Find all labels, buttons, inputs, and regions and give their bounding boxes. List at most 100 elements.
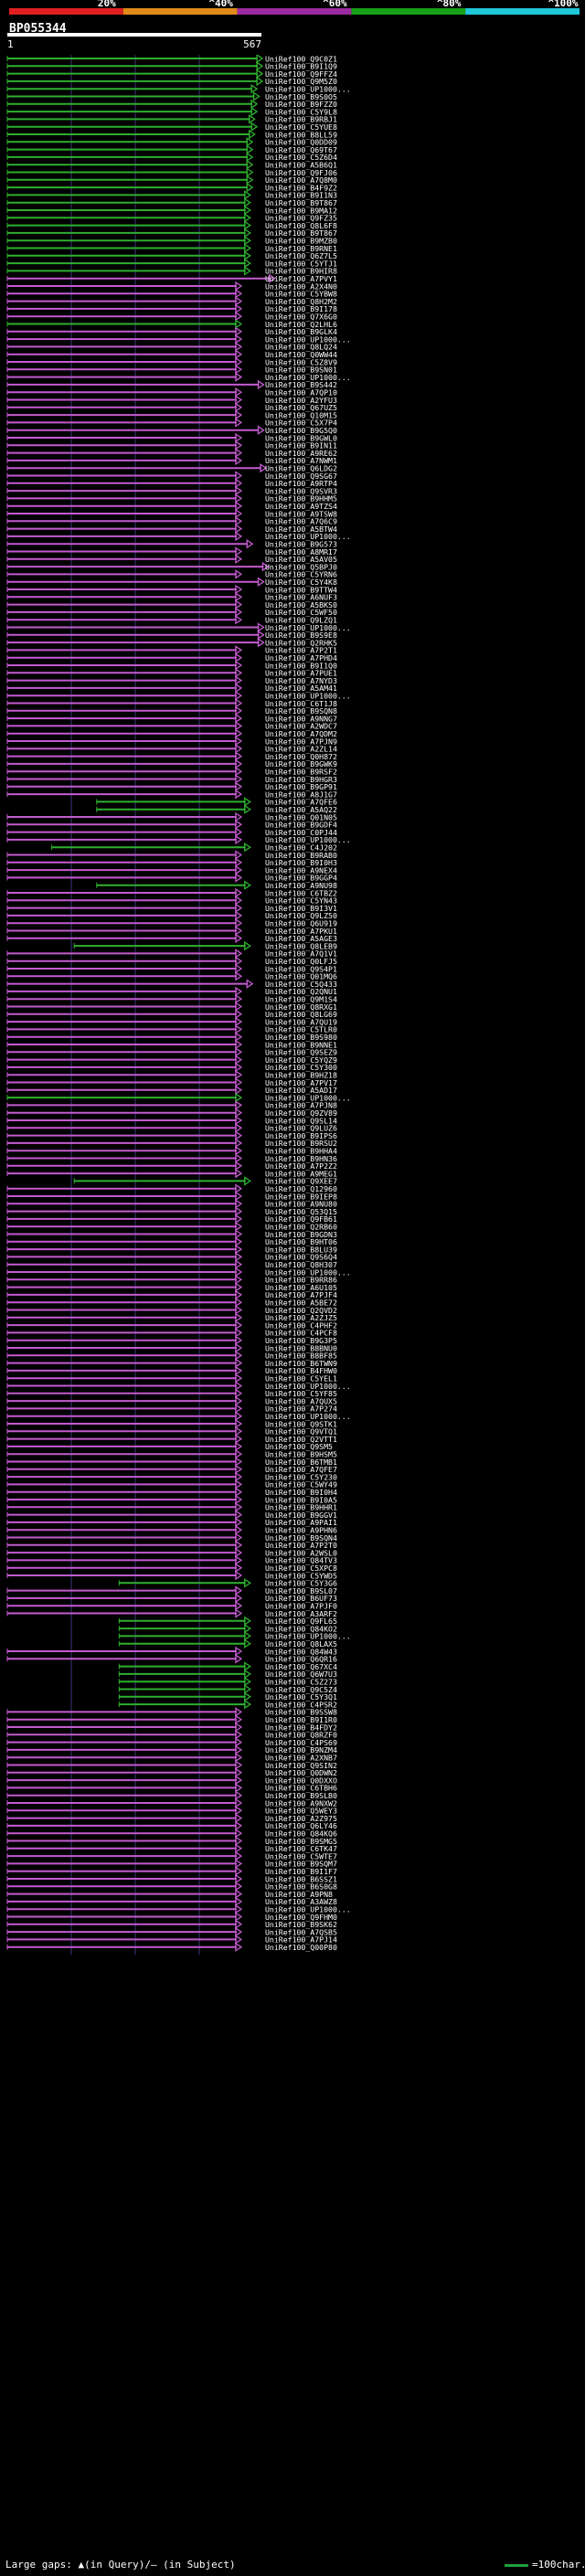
hit-row[interactable]: UniRef100_C5Y9L8 [6, 106, 337, 116]
hit-row[interactable]: UniRef100_Q5WEY3 [6, 1806, 337, 1816]
hit-row[interactable]: UniRef100_B9G3P5 [6, 1335, 337, 1345]
hit-row[interactable]: UniRef100_Q00P80 [6, 1942, 337, 1952]
hit-row[interactable]: UniRef100_Q12960 [6, 1183, 337, 1193]
hit-row[interactable]: UniRef100_Q67XC4 [118, 1661, 337, 1671]
hit-row[interactable]: UniRef100_Q9FL65 [118, 1616, 337, 1626]
hit-row[interactable]: UniRef100_Q69T67 [6, 144, 337, 154]
hit-row[interactable]: UniRef100_B9RNE1 [6, 243, 337, 253]
hit-row[interactable]: UniRef100_C5YF85 [6, 1388, 337, 1398]
hit-row[interactable]: UniRef100_UP1000... [118, 1631, 351, 1641]
hit-row[interactable]: UniRef100_Q84TV3 [6, 1555, 337, 1565]
hit-row[interactable]: UniRef100_Q9FZ35 [6, 213, 337, 223]
hit-row[interactable]: UniRef100_Q2RB60 [6, 1221, 337, 1232]
hit-row[interactable]: UniRef100_Q9S4P1 [6, 963, 337, 973]
hit-row[interactable]: UniRef100_B9GWL0 [6, 432, 337, 442]
hit-row[interactable]: UniRef100_Q8LAX5 [118, 1638, 337, 1648]
hit-row[interactable]: UniRef100_B9GWK9 [6, 758, 337, 769]
hit-row[interactable]: UniRef100_UP1000... [6, 372, 351, 382]
hit-row[interactable]: UniRef100_Q9LZQ1 [6, 614, 337, 625]
hit-row[interactable]: UniRef100_A7Q8M0 [6, 175, 337, 185]
hit-row[interactable]: UniRef100_A7PJF0 [6, 1600, 337, 1611]
hit-row[interactable]: UniRef100_B9SQN4 [6, 1532, 337, 1542]
hit-row[interactable]: UniRef100_Q9SIN2 [6, 1760, 337, 1770]
hit-row[interactable]: UniRef100_B9S9E8 [6, 630, 337, 640]
hit-row[interactable]: UniRef100_B9IN11 [6, 440, 337, 451]
hit-row[interactable]: UniRef100_B9T867 [6, 228, 337, 238]
hit-row[interactable]: UniRef100_Q9VTQ1 [6, 1426, 337, 1436]
hit-row[interactable]: UniRef100_Q2LHL6 [6, 319, 337, 329]
hit-row[interactable]: UniRef100_A9NU98 [96, 880, 337, 890]
hit-row[interactable]: UniRef100_A7QU19 [6, 1016, 337, 1026]
hit-row[interactable]: UniRef100_C6TBH6 [6, 1783, 337, 1793]
hit-row[interactable]: UniRef100_A7NWM1 [6, 455, 337, 465]
hit-row[interactable]: UniRef100_C5Y300 [6, 1062, 337, 1072]
hit-row[interactable]: UniRef100_B9RR86 [6, 1275, 337, 1285]
hit-row[interactable]: UniRef100_A7P2T0 [6, 1540, 337, 1550]
hit-row[interactable]: UniRef100_C5YWD5 [6, 1570, 337, 1580]
hit-row[interactable]: UniRef100_Q0DWN2 [6, 1767, 337, 1777]
hit-row[interactable]: UniRef100_B8LU39 [6, 1244, 337, 1254]
hit-row[interactable]: UniRef100_A5BE72 [6, 1297, 337, 1308]
hit-row[interactable]: UniRef100_C6TBZ2 [6, 887, 337, 897]
hit-row[interactable]: UniRef100_C5WTE7 [6, 1850, 337, 1860]
hit-row[interactable]: UniRef100_B6TMB1 [6, 1457, 337, 1467]
hit-row[interactable]: UniRef100_Q0H872 [6, 751, 337, 761]
hit-row[interactable]: UniRef100_UP1000... [6, 83, 351, 94]
hit-row[interactable]: UniRef100_Q2VTT1 [6, 1434, 337, 1444]
hit-row[interactable]: UniRef100_B4FDY2 [6, 1722, 337, 1732]
hit-row[interactable]: UniRef100_Q9FB61 [6, 1214, 337, 1224]
hit-row[interactable]: UniRef100_B6UF73 [6, 1593, 337, 1603]
hit-row[interactable]: UniRef100_C4J202 [51, 842, 337, 853]
hit-row[interactable]: UniRef100_Q67UZ5 [6, 402, 337, 412]
hit-row[interactable]: UniRef100_C5YN43 [6, 896, 337, 906]
hit-row[interactable]: UniRef100_UP1000... [6, 690, 351, 701]
hit-row[interactable]: UniRef100_C5YBW8 [6, 289, 337, 299]
hit-row[interactable]: UniRef100_C5Y3G6 [118, 1578, 337, 1588]
hit-row[interactable]: UniRef100_B9GDN3 [6, 1229, 337, 1239]
hit-row[interactable]: UniRef100_A2YFU3 [6, 395, 337, 405]
hit-row[interactable]: UniRef100_B9GLK4 [6, 326, 337, 336]
hit-row[interactable]: UniRef100_A9RE62 [6, 448, 337, 458]
hit-row[interactable]: UniRef100_A7PJ14 [6, 1935, 337, 1945]
hit-row[interactable]: UniRef100_C5Y230 [6, 1471, 337, 1481]
hit-row[interactable]: UniRef100_B9MA12 [6, 205, 337, 215]
hit-row[interactable]: UniRef100_C5Q433 [6, 979, 337, 989]
hit-row[interactable]: UniRef100_B6S0G8 [6, 1882, 337, 1892]
hit-row[interactable]: UniRef100_B9I0H3 [6, 857, 337, 867]
hit-row[interactable]: UniRef100_B9S0O5 [6, 91, 337, 101]
hit-row[interactable]: UniRef100_Q8H2M2 [6, 296, 337, 306]
hit-row[interactable]: UniRef100_B9IEP8 [6, 1191, 337, 1201]
hit-row[interactable]: UniRef100_A5AGE3 [6, 933, 337, 943]
hit-row[interactable]: UniRef100_A9NEX4 [6, 864, 337, 875]
hit-row[interactable]: UniRef100_Q9FHM0 [6, 1912, 337, 1922]
hit-row[interactable]: UniRef100_B9HSM5 [6, 1448, 337, 1459]
hit-row[interactable]: UniRef100_B9NNE1 [6, 1039, 337, 1049]
hit-row[interactable]: UniRef100_Q9SL14 [6, 1115, 337, 1125]
hit-row[interactable]: UniRef100_B9RSF2 [6, 766, 337, 777]
hit-row[interactable]: UniRef100_A9MEG1 [6, 1168, 337, 1178]
hit-row[interactable]: UniRef100_C5YQZ9 [6, 1055, 337, 1065]
hit-row[interactable]: UniRef100_A9PAI1 [6, 1517, 337, 1527]
hit-row[interactable]: UniRef100_A2X4N0 [6, 281, 337, 291]
hit-row[interactable]: UniRef100_B9SQN8 [6, 705, 337, 716]
hit-row[interactable]: UniRef100_Q8LQ24 [6, 342, 337, 352]
hit-row[interactable]: UniRef100_A7QDM2 [6, 728, 337, 738]
hit-row[interactable]: UniRef100_B9GDF4 [6, 820, 337, 830]
hit-row[interactable]: UniRef100_Q01MQ6 [6, 971, 337, 981]
hit-row[interactable]: UniRef100_A6U105 [6, 1282, 337, 1292]
hit-row[interactable]: UniRef100_B9RBJ1 [6, 114, 337, 124]
hit-row[interactable]: UniRef100_B9I178 [6, 303, 337, 313]
hit-row[interactable]: UniRef100_A2WDC7 [6, 721, 337, 731]
hit-row[interactable]: UniRef100_B9HIR8 [6, 266, 337, 276]
hit-row[interactable]: UniRef100_C5Z273 [118, 1676, 337, 1687]
hit-row[interactable]: UniRef100_A9PHN6 [6, 1524, 337, 1535]
hit-row[interactable]: UniRef100_C5Z8V9 [6, 356, 337, 366]
hit-row[interactable]: UniRef100_Q9SEZ9 [6, 1047, 337, 1057]
hit-row[interactable]: UniRef100_Q9LZ50 [6, 910, 337, 920]
hit-row[interactable]: UniRef100_A8J1G7 [6, 789, 337, 799]
hit-row[interactable]: UniRef100_A7PKU1 [6, 926, 337, 936]
hit-row[interactable]: UniRef100_A5AM41 [6, 683, 337, 693]
hit-row[interactable]: UniRef100_UP1000... [6, 1267, 351, 1277]
hit-row[interactable]: UniRef100_Q9FJ06 [6, 167, 337, 177]
hit-row[interactable]: UniRef100_C0PJ44 [6, 827, 337, 837]
